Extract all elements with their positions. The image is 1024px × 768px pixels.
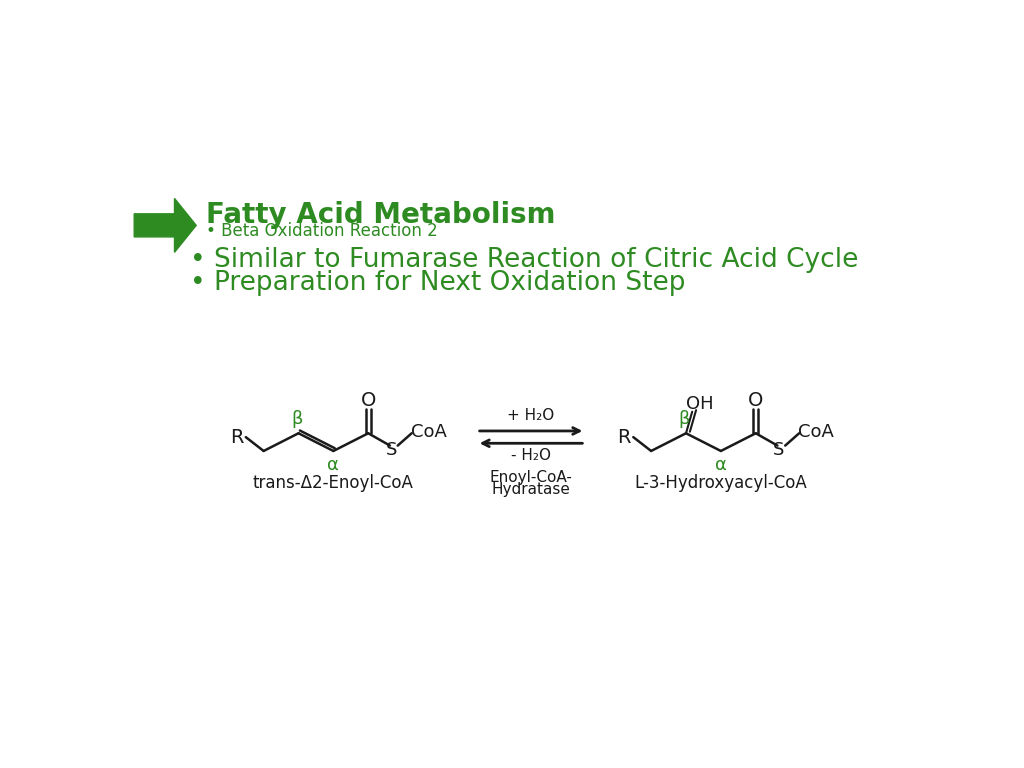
Text: Hydratase: Hydratase xyxy=(492,482,570,497)
Text: α: α xyxy=(715,456,727,474)
Text: trans-Δ2-Enoyl-CoA: trans-Δ2-Enoyl-CoA xyxy=(253,475,414,492)
Text: Enoyl-CoA-: Enoyl-CoA- xyxy=(489,470,572,485)
Polygon shape xyxy=(134,198,197,253)
Text: β: β xyxy=(291,410,303,429)
Text: CoA: CoA xyxy=(799,422,835,441)
Text: O: O xyxy=(360,392,376,410)
Text: - H₂O: - H₂O xyxy=(511,448,551,463)
Text: S: S xyxy=(386,441,397,459)
Text: β: β xyxy=(679,410,690,429)
Text: O: O xyxy=(749,392,764,410)
Text: • Similar to Fumarase Reaction of Citric Acid Cycle: • Similar to Fumarase Reaction of Citric… xyxy=(190,247,858,273)
Text: + H₂O: + H₂O xyxy=(507,408,555,423)
Text: CoA: CoA xyxy=(411,422,446,441)
Text: Fatty Acid Metabolism: Fatty Acid Metabolism xyxy=(206,201,555,230)
Text: R: R xyxy=(229,428,244,447)
Text: S: S xyxy=(773,441,784,459)
Text: R: R xyxy=(617,428,631,447)
Text: α: α xyxy=(328,456,339,474)
Text: • Beta Oxidation Reaction 2: • Beta Oxidation Reaction 2 xyxy=(206,222,437,240)
Text: OH: OH xyxy=(686,395,714,413)
Text: L-3-Hydroxyacyl-CoA: L-3-Hydroxyacyl-CoA xyxy=(635,475,807,492)
Text: • Preparation for Next Oxidation Step: • Preparation for Next Oxidation Step xyxy=(190,270,685,296)
